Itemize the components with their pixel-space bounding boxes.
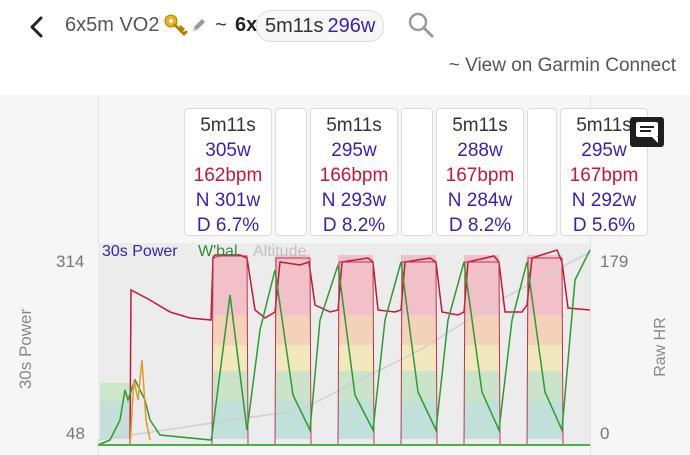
left-axis-title: 30s Power — [16, 308, 35, 390]
comment-icon — [636, 122, 658, 143]
interval-duration: 5m11s — [200, 115, 256, 136]
interval-divider — [590, 95, 591, 455]
warmup-power-line — [129, 359, 151, 446]
interval-decoupling: D 8.2% — [448, 215, 512, 236]
back-arrow-icon[interactable] — [22, 12, 52, 42]
interval-power: 305w — [205, 140, 251, 161]
comment-button[interactable] — [630, 117, 664, 147]
zone-band — [401, 345, 436, 371]
interval-power: 288w — [457, 140, 503, 161]
interval-card-4[interactable]: 5m11s 295w 167bpm N 292w D 5.6% — [560, 108, 648, 236]
interval-normalized-power: N 284w — [447, 190, 513, 211]
zone-band — [527, 255, 562, 283]
zone-band — [212, 255, 247, 283]
top-bar: 6x5m VO2 ~ 6x 5m11s 296w ~ View on Garmin… — [0, 0, 690, 95]
rep-count: 6x — [235, 14, 258, 36]
zone-band — [275, 255, 310, 283]
zone-band — [527, 401, 562, 439]
interval-duration: 5m11s — [576, 115, 632, 136]
interval-normalized-power: N 292w — [571, 190, 637, 211]
zone-band — [338, 315, 373, 345]
workout-title[interactable]: 6x5m VO2 — [65, 14, 160, 36]
edit-pencil-icon[interactable] — [190, 16, 208, 34]
interval-heart-rate: 162bpm — [193, 165, 263, 186]
view-on-garmin-link[interactable]: ~ View on Garmin Connect — [448, 55, 676, 76]
tilde-symbol: ~ — [215, 14, 227, 36]
legend-wbal[interactable]: W'bal — [198, 243, 238, 260]
summary-duration: 5m11s — [265, 15, 324, 37]
right-axis-max-tick: 179 — [600, 252, 629, 271]
legend-altitude[interactable]: Altitude — [253, 243, 307, 260]
zone-band — [464, 401, 499, 439]
interval-duration: 5m11s — [452, 115, 508, 136]
legend-power[interactable]: 30s Power — [102, 243, 178, 260]
left-axis-max-tick: 314 — [56, 252, 85, 271]
summary-power: 296w — [327, 15, 376, 37]
recovery-card — [275, 108, 307, 236]
zone-band — [275, 345, 310, 371]
interval-power: 295w — [331, 140, 377, 161]
zone-band — [212, 345, 247, 371]
right-axis-title: Raw HR — [652, 317, 669, 377]
zone-band — [464, 345, 499, 371]
interval-summary-pill[interactable]: 5m11s 296w — [256, 10, 385, 42]
zone-band — [212, 315, 247, 345]
interval-card-2[interactable]: 5m11s 295w 166bpm N 293w D 8.2% — [310, 108, 398, 236]
recovery-card — [527, 108, 557, 236]
zone-band — [275, 371, 310, 401]
recovery-card — [401, 108, 433, 236]
interval-heart-rate: 166bpm — [319, 165, 389, 186]
interval-power: 295w — [581, 140, 627, 161]
zone-band — [464, 255, 499, 283]
zone-band — [338, 345, 373, 371]
zone-band — [464, 315, 499, 345]
zone-band — [401, 315, 436, 345]
key-icon[interactable] — [163, 12, 189, 38]
search-icon[interactable] — [407, 11, 435, 39]
interval-heart-rate: 167bpm — [445, 165, 515, 186]
zone-band — [275, 315, 310, 345]
left-axis-min-tick: 48 — [66, 424, 85, 443]
zone-band — [401, 371, 436, 401]
zone-band — [401, 401, 436, 439]
interval-card-3[interactable]: 5m11s 288w 167bpm N 284w D 8.2% — [436, 108, 524, 236]
right-axis-min-tick: 0 — [600, 424, 610, 443]
interval-decoupling: D 8.2% — [322, 215, 386, 236]
zone-band — [527, 345, 562, 371]
warmup-zone-band — [100, 401, 132, 439]
interval-decoupling: D 6.7% — [196, 215, 260, 236]
interval-card-1[interactable]: 5m11s 305w 162bpm N 301w D 6.7% — [184, 108, 272, 236]
interval-normalized-power: N 301w — [195, 190, 261, 211]
interval-normalized-power: N 293w — [321, 190, 387, 211]
zone-band — [527, 315, 562, 345]
interval-heart-rate: 167bpm — [569, 165, 639, 186]
interval-decoupling: D 5.6% — [572, 215, 636, 236]
interval-duration: 5m11s — [326, 115, 382, 136]
